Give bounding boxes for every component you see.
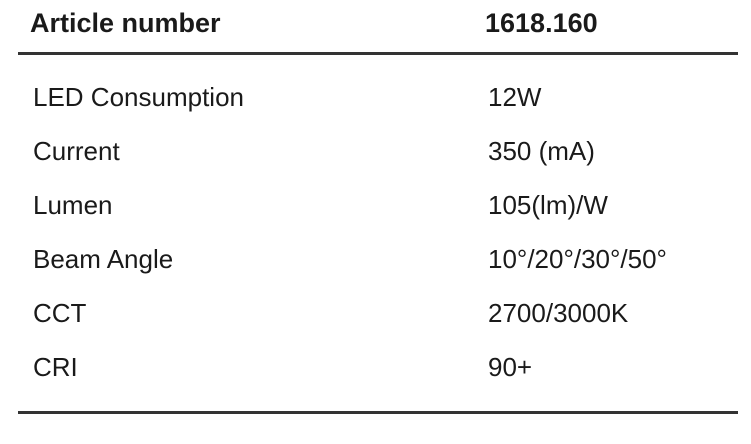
spec-label: Lumen — [33, 190, 113, 220]
spec-label: Current — [33, 136, 120, 166]
bottom-rule — [18, 411, 738, 414]
header-rule — [18, 52, 738, 55]
spec-label: Beam Angle — [33, 244, 174, 274]
spec-label: CRI — [33, 352, 78, 382]
spec-label: LED Consumption — [33, 82, 244, 112]
spec-value: 10°/20°/30°/50° — [488, 244, 667, 274]
spec-value: 90+ — [488, 352, 533, 382]
spec-value: 12W — [488, 82, 542, 112]
spec-label: CCT — [33, 298, 87, 328]
spec-value: 350 (mA) — [488, 136, 595, 166]
header-cell: Article number — [30, 8, 221, 38]
spec-value: 105(lm)/W — [488, 190, 608, 220]
spec-value: 2700/3000K — [488, 298, 629, 328]
header-cell: 1618.160 — [485, 8, 598, 38]
